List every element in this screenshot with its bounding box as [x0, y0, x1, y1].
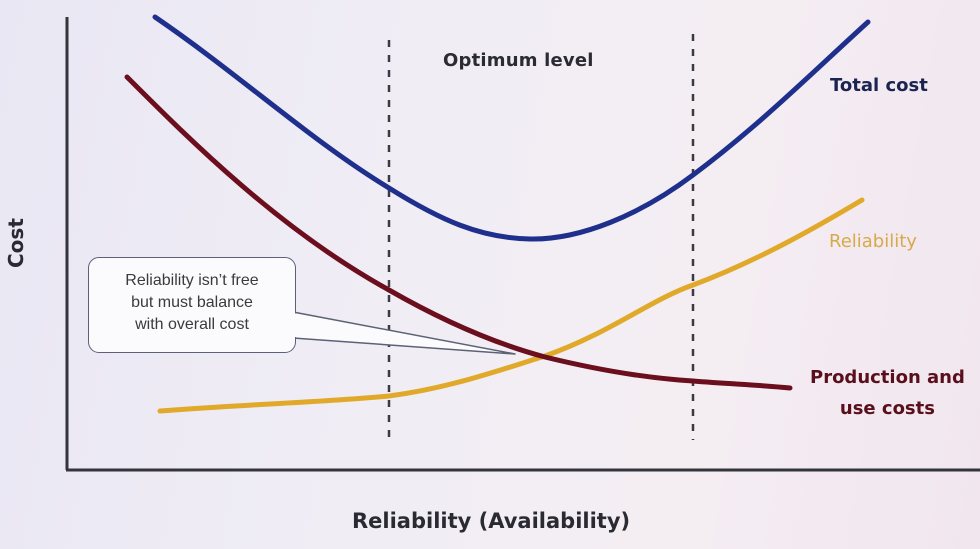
production-cost-label: Production and use costs — [810, 362, 965, 424]
annotation-callout: Reliability isn’t free but must balance … — [88, 257, 296, 353]
production-label-line-2: use costs — [839, 398, 935, 419]
callout-line-3: with overall cost — [135, 316, 249, 333]
callout-line-1: Reliability isn’t free — [125, 272, 259, 289]
x-axis-label: Reliability (Availability) — [352, 509, 631, 533]
y-axis-label: Cost — [4, 218, 28, 268]
reliability-label: Reliability — [829, 231, 917, 252]
production-label-line-1: Production and — [810, 367, 965, 388]
total-cost-label: Total cost — [830, 75, 928, 96]
optimum-level-label: Optimum level — [443, 50, 594, 71]
callout-line-2: but must balance — [131, 294, 253, 311]
production-cost-curve — [124, 74, 793, 391]
total-cost-curve — [152, 14, 871, 242]
